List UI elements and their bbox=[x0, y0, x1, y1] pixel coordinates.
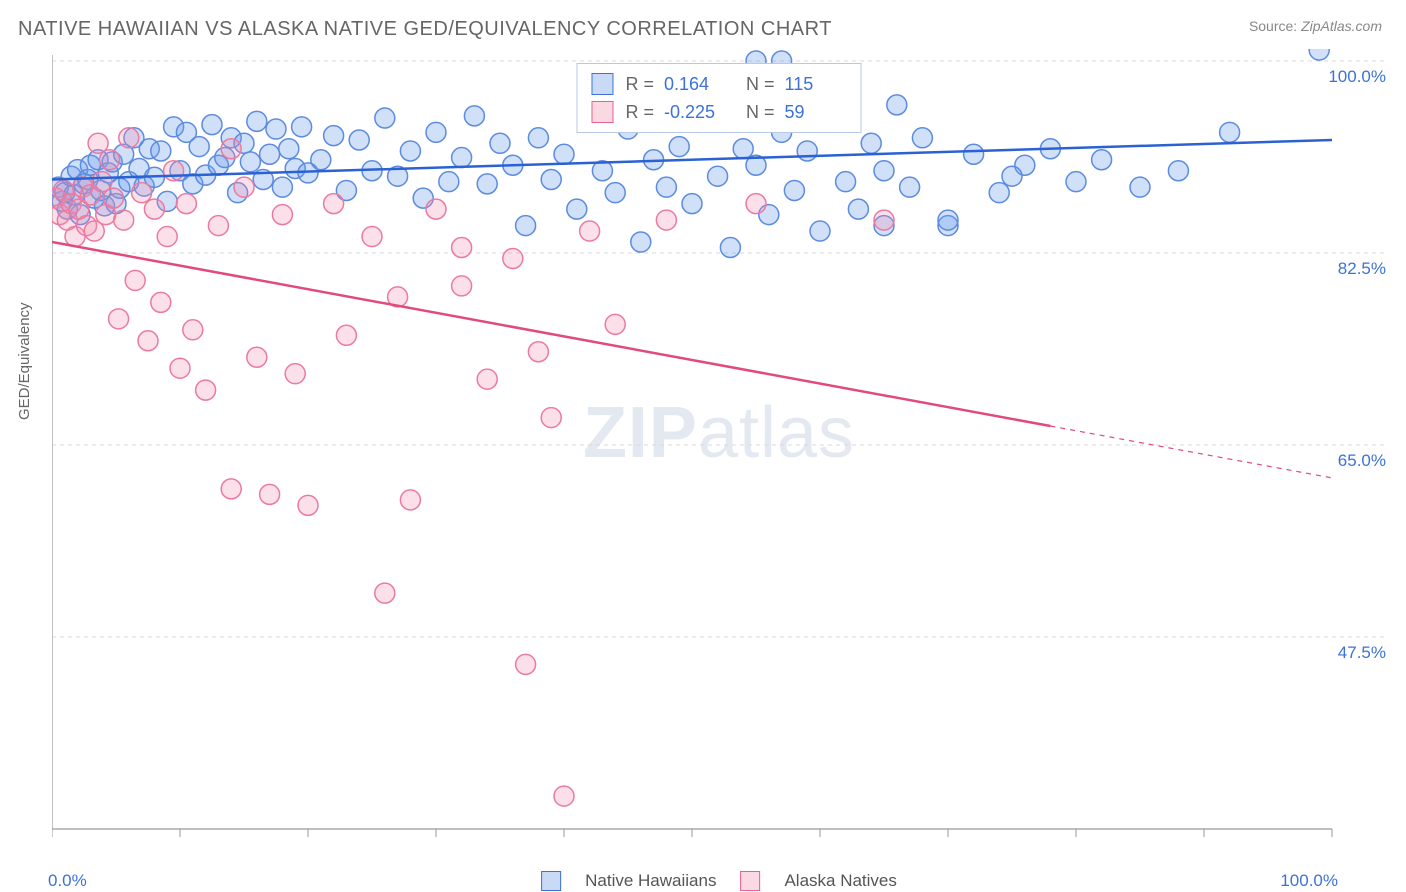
swatch-blue-icon bbox=[591, 73, 613, 95]
correlation-legend: R = 0.164 N = 115 R = -0.225 N = 59 bbox=[576, 63, 861, 133]
legend-label-hawaiian: Native Hawaiians bbox=[585, 871, 716, 891]
swatch-pink-icon bbox=[591, 101, 613, 123]
swatch-blue-icon bbox=[541, 871, 561, 891]
series-legend: Native Hawaiians Alaska Natives bbox=[541, 871, 897, 891]
y-tick-label: 65.0% bbox=[1338, 451, 1386, 471]
legend-label-alaska: Alaska Natives bbox=[784, 871, 896, 891]
y-axis-label: GED/Equivalency bbox=[16, 302, 33, 420]
legend-row-alaska: R = -0.225 N = 59 bbox=[591, 98, 846, 126]
y-tick-label: 82.5% bbox=[1338, 259, 1386, 279]
chart-area: ZIPatlas R = 0.164 N = 115 R = -0.225 N … bbox=[52, 49, 1386, 849]
x-axis-max-label: 100.0% bbox=[1280, 871, 1338, 891]
scatter-plot-svg bbox=[52, 49, 1386, 849]
legend-row-hawaiian: R = 0.164 N = 115 bbox=[591, 70, 846, 98]
swatch-pink-icon bbox=[740, 871, 760, 891]
source-attribution: Source: ZipAtlas.com bbox=[1249, 18, 1382, 34]
y-tick-label: 100.0% bbox=[1328, 67, 1386, 87]
y-tick-label: 47.5% bbox=[1338, 643, 1386, 663]
chart-title: NATIVE HAWAIIAN VS ALASKA NATIVE GED/EQU… bbox=[18, 18, 832, 41]
x-axis-min-label: 0.0% bbox=[48, 871, 87, 891]
